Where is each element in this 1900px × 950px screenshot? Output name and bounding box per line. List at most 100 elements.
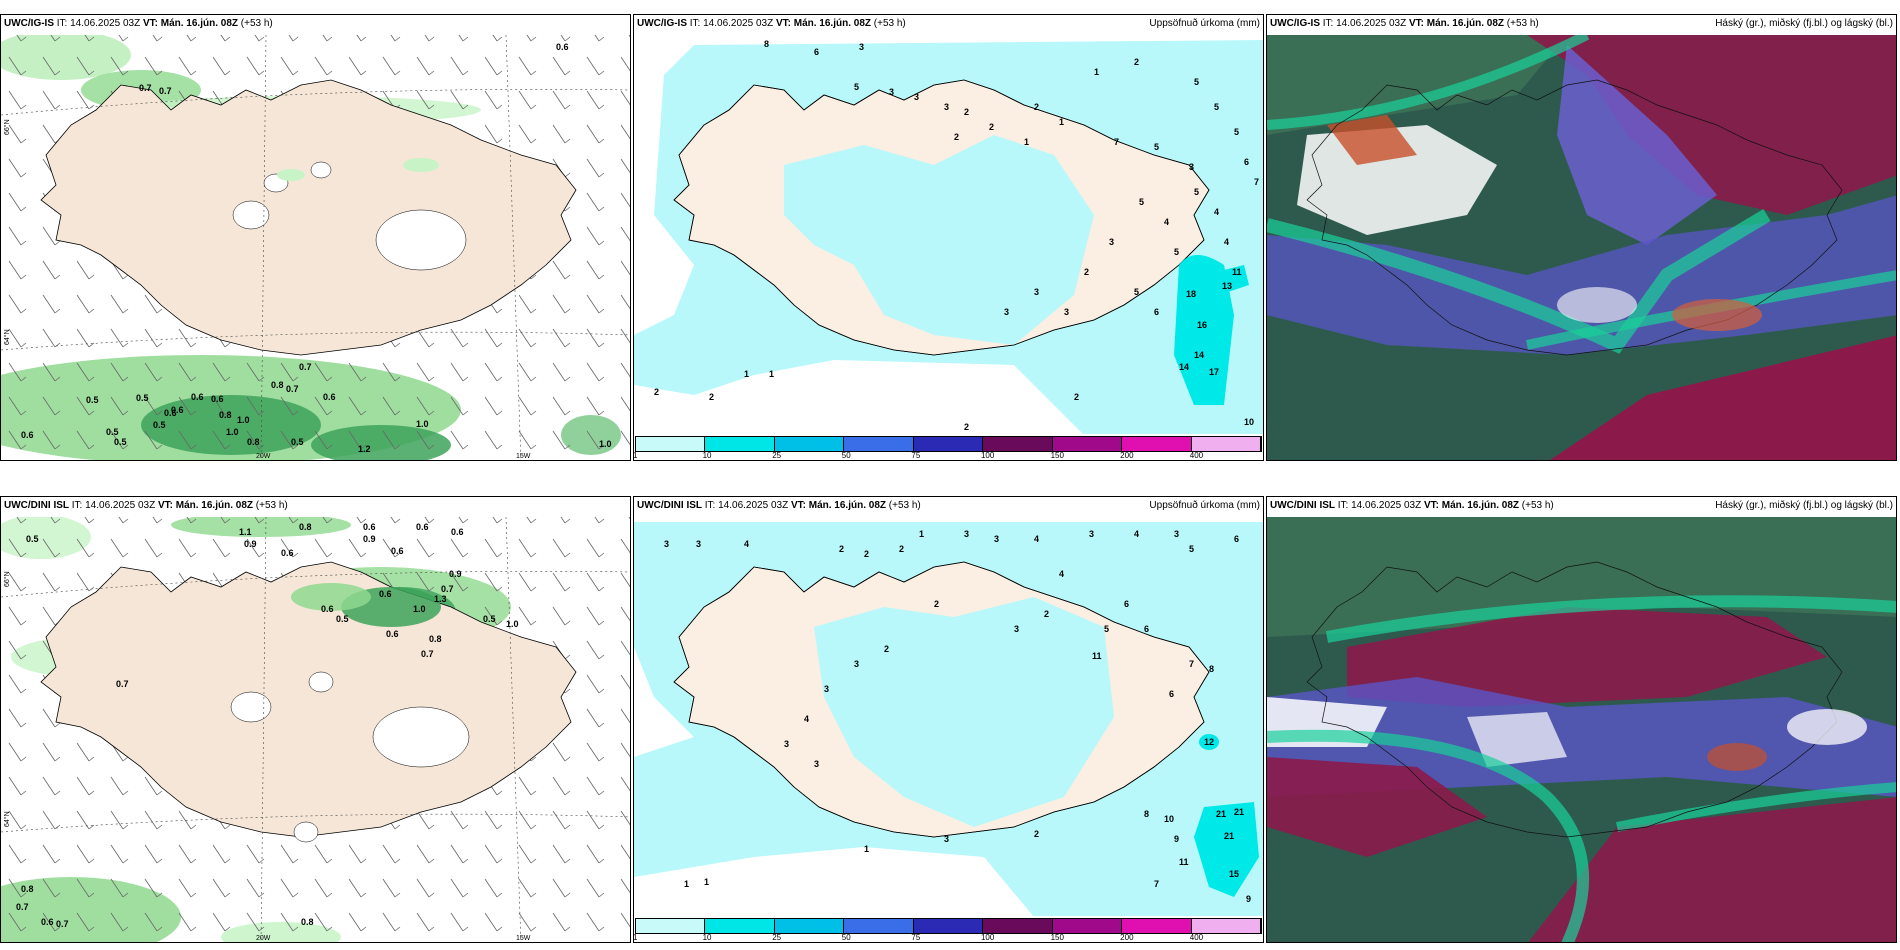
value-label: 14: [1194, 350, 1204, 360]
value-label: 0.6: [164, 408, 177, 418]
legend-tick: 200: [1120, 933, 1134, 942]
init-time: IT: 14.06.2025 03Z: [689, 18, 774, 29]
value-label: 5: [1174, 247, 1179, 257]
value-label: 7: [1114, 137, 1119, 147]
value-label: 0.9: [244, 539, 257, 549]
value-label: 1.3: [434, 594, 447, 604]
value-label: 3: [1004, 307, 1009, 317]
legend-tick: 1: [633, 933, 638, 942]
precip-legend: 1 10 25 50 75 100 150 200 400: [634, 434, 1263, 460]
value-label: 0.9: [363, 534, 376, 544]
value-label: 1.0: [506, 619, 519, 629]
valid-time: VT: Mán. 16.jún. 08Z: [1408, 18, 1504, 29]
legend-tick: 150: [1050, 933, 1064, 942]
value-label: 3: [994, 534, 999, 544]
lat-label: 64°N: [3, 811, 11, 827]
value-label: 0.5: [86, 395, 99, 405]
value-label: 2: [864, 549, 869, 559]
legend-swatch: [913, 919, 984, 933]
value-label: 2: [654, 387, 659, 397]
value-label: 1: [1059, 117, 1064, 127]
legend-swatch: [844, 437, 914, 451]
value-label: 5: [1139, 197, 1144, 207]
value-label: 1: [704, 877, 709, 887]
field-title: Uppsöfnuð úrkoma (mm): [1149, 18, 1260, 29]
lon-label: 15W: [516, 935, 531, 942]
panel-ig-is-wind: UWC/IG-IS IT: 14.06.2025 03Z VT: Mán. 16…: [0, 14, 631, 461]
value-label: 0.5: [136, 393, 149, 403]
value-label: 2: [884, 644, 889, 654]
value-label: 11: [1179, 857, 1189, 867]
legend-bar: [635, 918, 1262, 934]
map-canvas: 66°N 64°N 20W 15W 0.7 0.7 0.6 0.5 0.5 0.…: [1, 30, 630, 460]
value-label: 1.0: [599, 439, 612, 449]
value-label: 3: [1089, 529, 1094, 539]
value-label: 0.7: [286, 384, 299, 394]
legend-swatch: [1052, 919, 1123, 933]
value-label: 0.9: [449, 569, 462, 579]
value-label: 9: [1174, 834, 1179, 844]
init-time: IT: 14.06.2025 03Z: [1337, 500, 1422, 511]
value-label: 10: [1164, 814, 1174, 824]
legend-swatch: [983, 437, 1053, 451]
value-label: 0.5: [106, 427, 119, 437]
value-label: 0.6: [323, 392, 336, 402]
valid-time: VT: Mán. 16.jún. 08Z: [775, 18, 871, 29]
model-name: UWC/IG-IS: [637, 18, 687, 29]
value-label: 0.6: [171, 405, 184, 415]
value-label: 6: [1169, 689, 1174, 699]
legend-swatch: [774, 919, 845, 933]
lead-time: (+53 h): [1521, 500, 1554, 511]
value-labels: 0.7 0.7 0.6 0.5 0.5 0.6 0.6 0.6 0.8 0.8 …: [21, 42, 612, 454]
legend-tick: 400: [1189, 933, 1204, 942]
value-label: 4: [1164, 217, 1169, 227]
value-label: 0.7: [159, 86, 172, 96]
model-name: UWC/IG-IS: [1270, 18, 1320, 29]
value-label: 8: [1144, 809, 1149, 819]
panel-header: UWC/DINI ISL IT: 14.06.2025 03Z VT: Mán.…: [1, 497, 630, 517]
legend-bar: [635, 436, 1262, 452]
value-label: 4: [1224, 237, 1229, 247]
value-label: 3: [824, 684, 829, 694]
value-label: 3: [914, 92, 919, 102]
precip-legend: 1 10 25 50 75 100 150 200 400: [634, 916, 1263, 942]
value-label: 11: [1232, 267, 1242, 277]
value-label: 4: [744, 539, 749, 549]
legend-swatch: [705, 437, 775, 451]
value-label: 0.7: [16, 902, 29, 912]
legend-swatch: [636, 437, 706, 451]
legend-tick: 150: [1050, 451, 1064, 460]
value-label: 3: [696, 539, 701, 549]
value-label: 2: [934, 599, 939, 609]
value-label: 3: [944, 102, 949, 112]
value-label: 6: [1244, 157, 1249, 167]
value-label: 3: [784, 739, 789, 749]
legend-swatch: [913, 437, 984, 451]
map-canvas: 66°N 64°N 20W 15W 0.5 0.8 1.1 0.9 0.6 0.…: [1, 513, 630, 942]
legend-tick: 100: [980, 451, 995, 460]
valid-time: VT: Mán. 16.jún. 08Z: [1423, 500, 1519, 511]
value-label: 3: [1034, 287, 1039, 297]
lon-label: 20W: [256, 935, 271, 942]
value-label: 2: [964, 107, 969, 117]
value-label: 5: [1104, 624, 1109, 634]
value-label: 1: [684, 879, 689, 889]
value-label: 2: [1084, 267, 1089, 277]
value-label: 0.7: [139, 83, 152, 93]
value-label: 1: [769, 369, 774, 379]
value-label: 0.7: [441, 584, 454, 594]
value-label: 0.6: [379, 589, 392, 599]
legend-swatch: [844, 919, 914, 933]
panel-header: UWC/DINI ISL IT: 14.06.2025 03Z VT: Mán.…: [634, 497, 1263, 517]
value-label: 3: [964, 529, 969, 539]
panel-dini-precip: UWC/DINI ISL IT: 14.06.2025 03Z VT: Mán.…: [633, 496, 1264, 943]
value-label: 4: [1134, 529, 1139, 539]
value-label: 3: [1014, 624, 1019, 634]
value-label: 2: [1044, 609, 1049, 619]
lead-time: (+53 h): [1506, 18, 1539, 29]
value-label: 0.6: [21, 430, 34, 440]
legend-tick: 50: [841, 451, 851, 460]
legend-swatch: [1191, 437, 1261, 451]
valid-time: VT: Mán. 16.jún. 08Z: [157, 500, 253, 511]
value-label: 0.6: [281, 548, 294, 558]
